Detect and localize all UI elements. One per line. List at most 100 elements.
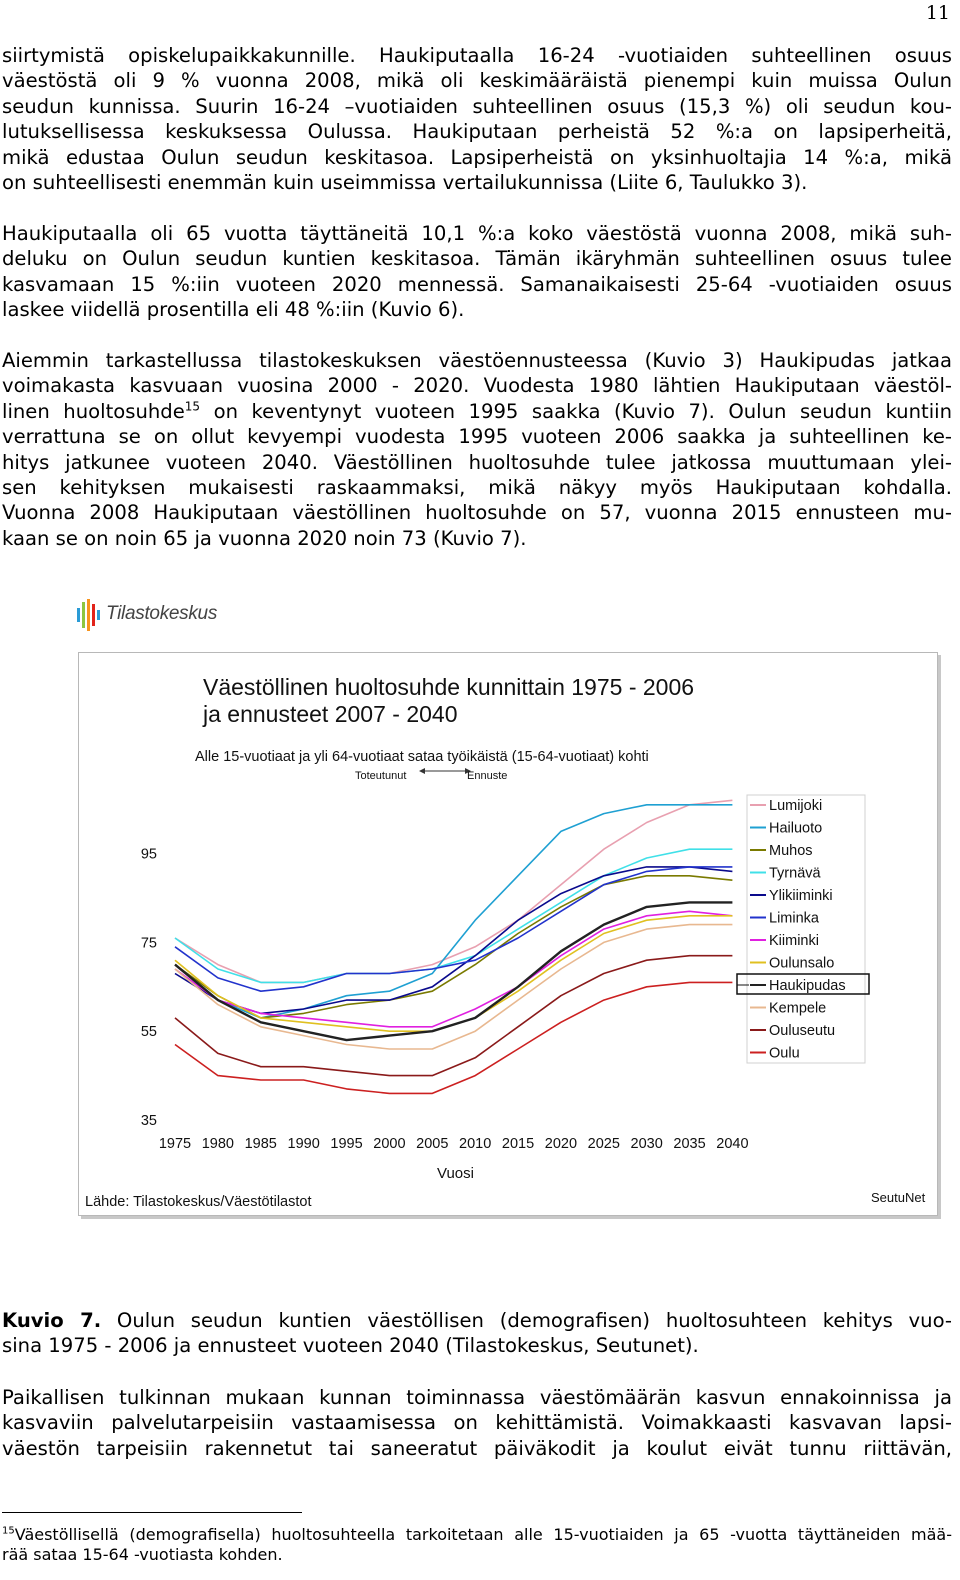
text-line: mikä edustaa Oulun seudun keskitasoa. La… (2, 145, 952, 169)
series-line-kiiminki (174, 910, 733, 1028)
text-line: verrattuna se on ollut kevyempi vuodesta… (2, 425, 952, 449)
text-line: Vuonna 2008 Haukiputaan väestöllinen huo… (2, 501, 952, 525)
text-line: kasvaviin palvelutarpeisiin vastaamisess… (2, 1411, 952, 1435)
caption-line: Kuvio 7. Oulun seudun kuntien väestöllis… (2, 1308, 952, 1333)
series-line-kempele (174, 923, 733, 1050)
text-line: laskee viidellä prosentilla eli 48 %:iin… (2, 298, 465, 322)
caption-line: sina 1975 - 2006 ja ennusteet vuoteen 20… (2, 1334, 699, 1358)
caption-label: Kuvio 7. (2, 1309, 102, 1332)
logo-bar (87, 599, 90, 631)
series-line-lumijoki (174, 799, 733, 984)
legend-label: Kiiminki (769, 933, 819, 949)
x-tick-label: 2005 (416, 1136, 448, 1152)
x-tick-label: 2015 (502, 1136, 534, 1152)
x-tick-label: 2020 (545, 1136, 577, 1152)
text-line: sen kehityksen mukaisesti raskaammaksi, … (2, 476, 952, 500)
legend-label: Haukipudas (769, 978, 846, 994)
chart-subtitle: Alle 15-vuotiaat ja yli 64-vuotiaat sata… (195, 749, 649, 765)
x-tick-label: 2040 (716, 1136, 748, 1152)
text-line: Haukiputaalla oli 65 vuotta täyttäneitä … (2, 222, 952, 245)
text-line: Aiemmin tarkastellussa tilastokeskuksen … (2, 349, 952, 372)
legend-label: Oulu (769, 1046, 800, 1062)
x-tick-label: 2035 (673, 1136, 705, 1152)
chart-frame: Väestöllinen huoltosuhde kunnittain 1975… (78, 652, 938, 1216)
series-line-haukipudas (174, 901, 733, 1042)
plot-lines (174, 799, 733, 1095)
x-axis-label: Vuosi (437, 1165, 474, 1182)
series-line-ylikiiminki (174, 866, 733, 1015)
logo-text: Tilastokeskus (106, 603, 218, 624)
y-tick-label: 35 (141, 1113, 157, 1129)
legend-label: Ouluseutu (769, 1023, 835, 1039)
paragraph-3: Aiemmin tarkastellussa tilastokeskuksen … (2, 348, 952, 551)
text-line: on suhteellisesti enemmän kuin useimmiss… (2, 171, 808, 195)
chart-title-line2: ja ennusteet 2007 - 2040 (202, 701, 457, 727)
x-tick-label: 1990 (288, 1136, 320, 1152)
text-line-with-footnote: linen huoltosuhde15 on keventynyt vuotee… (2, 399, 952, 424)
text-fragment: on keventynyt vuoteen 1995 saakka (Kuvio… (213, 399, 953, 423)
legend-box (746, 794, 866, 1064)
toteutunut-label: Toteutunut (355, 770, 406, 782)
text-line: deluku on Oulun seudun kuntien keskitaso… (2, 247, 952, 271)
logo-bar (97, 610, 100, 620)
x-tick-label: 1975 (159, 1136, 191, 1152)
line-chart: Väestöllinen huoltosuhde kunnittain 1975… (85, 674, 926, 1210)
y-axis-ticks: 35 55 75 95 (141, 847, 157, 1129)
legend-label: Hailuoto (769, 821, 822, 837)
y-tick-label: 75 (141, 935, 157, 951)
footnote-reference[interactable]: 15 (184, 399, 201, 414)
x-tick-label: 1995 (330, 1136, 362, 1152)
x-tick-label: 1985 (245, 1136, 277, 1152)
series-line-liminka (174, 866, 733, 993)
logo-bar (82, 602, 85, 628)
legend-label: Lumijoki (769, 798, 822, 814)
legend-label: Muhos (769, 843, 813, 859)
text-line: seudun kunnissa. Suurin 16-24 –vuotiaide… (2, 94, 952, 118)
text-line: lutuksellisessa keskuksessa Oulussa. Hau… (2, 120, 952, 144)
logo-bar (92, 604, 95, 626)
text-line: kaan se on noin 65 ja vuonna 2020 noin 7… (2, 526, 527, 550)
footnote-line: 15Väestöllisellä (demografisella) huolto… (2, 1525, 952, 1545)
seutunet-brand: SeutuNet (871, 1190, 926, 1205)
text-fragment: linen huoltosuhde (2, 399, 185, 423)
text-line: hitys jatkunee vuoteen 2040. Väestölline… (2, 450, 952, 474)
footnote: 15Väestöllisellä (demografisella) huolto… (2, 1525, 952, 1565)
x-tick-label: 1980 (202, 1136, 234, 1152)
text-line: Paikallisen tulkinnan mukaan kunnan toim… (2, 1386, 952, 1409)
series-line-oulu (174, 981, 733, 1095)
paragraph-2: Haukiputaalla oli 65 vuotta täyttäneitä … (2, 221, 952, 323)
caption-text: Oulun seudun kuntien väestöllisen (demog… (101, 1309, 952, 1332)
text-line: voimakasta kasvuaan vuosina 2000 - 2020.… (2, 374, 952, 398)
y-tick-label: 55 (141, 1024, 157, 1040)
paragraph-4: Paikallisen tulkinnan mukaan kunnan toim… (2, 1385, 952, 1461)
footnote-line: rää sataa 15-64 -vuotiasta kohden. (2, 1545, 283, 1564)
text-line: väestöstä oli 9 % vuonna 2008, mikä oli … (2, 69, 952, 93)
x-axis-ticks: 1975 1980 1985 1990 1995 2000 2005 2010 2015 2020… (159, 1136, 749, 1152)
chart-legend: Lumijoki Hailuoto Muhos Tyrnävä Ylikiiminki L… (736, 794, 870, 1064)
x-tick-label: 2025 (588, 1136, 620, 1152)
y-tick-label: 95 (141, 847, 157, 863)
legend-label: Tyrnävä (769, 866, 822, 882)
text-line: väestön tarpeisiin rakennetut tai saneer… (2, 1436, 952, 1460)
series-line-oulunsalo (174, 914, 733, 1033)
series-line-ouluseutu (174, 954, 733, 1077)
arrow-left-head (419, 768, 425, 774)
chart-title-line1: Väestöllinen huoltosuhde kunnittain 1975… (203, 674, 694, 700)
footnote-number: 15 (2, 1525, 15, 1537)
chart-source: Lähde: Tilastokeskus/Väestötilastot (85, 1194, 312, 1210)
legend-label: Oulunsalo (769, 956, 834, 972)
text-line: siirtymistä opiskelupaikkakunnille. Hauk… (2, 44, 952, 67)
tilastokeskus-logo-icon (77, 599, 100, 631)
legend-label: Kempele (769, 1001, 826, 1017)
figure-caption: Kuvio 7. Oulun seudun kuntien väestöllis… (2, 1308, 952, 1359)
legend-highlight-box (736, 973, 870, 995)
legend-label: Ylikiiminki (769, 888, 833, 904)
footnote-rule (2, 1512, 302, 1513)
series-line-muhos (174, 875, 733, 1019)
text-line: kasvamaan 15 %:iin vuoteen 2020 mennessä… (2, 272, 952, 296)
x-tick-label: 2010 (459, 1136, 491, 1152)
page-number: 11 (925, 2, 950, 24)
series-line-tyrnävä (174, 848, 733, 984)
arrow-right-head (465, 768, 471, 774)
legend-label: Liminka (769, 911, 820, 927)
